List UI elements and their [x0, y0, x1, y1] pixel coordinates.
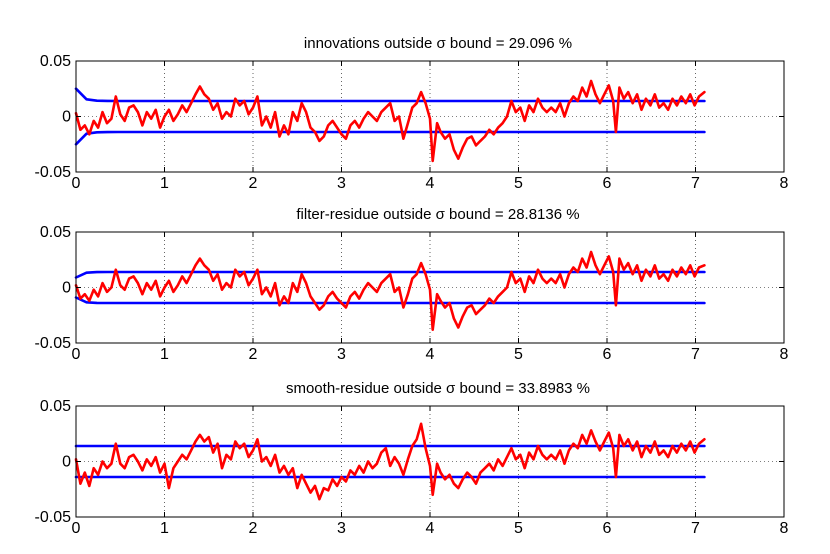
x-tick-label: 1: [160, 520, 169, 537]
y-tick-label: 0: [62, 454, 71, 471]
x-tick-label: 6: [603, 346, 612, 363]
y-tick-label: 0.05: [40, 224, 71, 241]
x-tick-label: 0: [72, 175, 81, 192]
residue-line: [74, 79, 706, 163]
x-tick-label: 1: [160, 346, 169, 363]
residue-line: [74, 422, 706, 501]
x-tick-label: 0: [72, 520, 81, 537]
x-tick-label: 4: [426, 520, 435, 537]
x-tick-label: 7: [691, 346, 700, 363]
y-tick-label: 0: [62, 280, 71, 297]
x-tick-label: 4: [426, 346, 435, 363]
x-tick-label: 3: [337, 346, 346, 363]
y-tick-label: 0: [62, 109, 71, 126]
chart-title: filter-residue outside σ bound = 28.8136…: [296, 206, 579, 223]
lower-bound-line: [74, 130, 706, 146]
x-tick-label: 2: [249, 175, 258, 192]
x-tick-label: 8: [780, 520, 789, 537]
x-tick-label: 7: [691, 520, 700, 537]
x-tick-label: 4: [426, 175, 435, 192]
y-tick-label: 0.05: [40, 53, 71, 70]
x-tick-label: 8: [780, 175, 789, 192]
y-tick-label: -0.05: [35, 164, 72, 181]
y-tick-label: -0.05: [35, 335, 72, 352]
x-tick-label: 5: [514, 346, 523, 363]
residue-line: [74, 250, 706, 332]
x-tick-label: 1: [160, 175, 169, 192]
chart-title: smooth-residue outside σ bound = 33.8983…: [286, 380, 590, 397]
chart-title: innovations outside σ bound = 29.096 %: [304, 35, 572, 52]
x-tick-label: 3: [337, 520, 346, 537]
x-tick-label: 6: [603, 520, 612, 537]
x-tick-label: 5: [514, 520, 523, 537]
x-tick-label: 5: [514, 175, 523, 192]
lower-bound-line: [74, 296, 706, 305]
x-tick-label: 6: [603, 175, 612, 192]
x-tick-label: 0: [72, 346, 81, 363]
x-tick-label: 8: [780, 346, 789, 363]
y-tick-label: 0.05: [40, 398, 71, 415]
x-tick-label: 3: [337, 175, 346, 192]
x-tick-label: 7: [691, 175, 700, 192]
x-tick-label: 2: [249, 520, 258, 537]
x-tick-label: 2: [249, 346, 258, 363]
y-tick-label: -0.05: [35, 509, 72, 526]
